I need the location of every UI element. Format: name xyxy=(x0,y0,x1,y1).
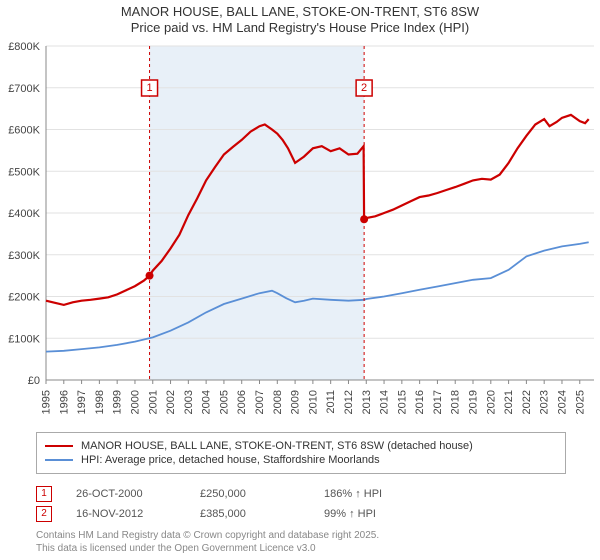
footer-line2: This data is licensed under the Open Gov… xyxy=(36,543,566,556)
annotation-hpi: 99% ↑ HPI xyxy=(324,508,424,520)
x-tick-label: 2023 xyxy=(539,390,551,414)
marker-number: 2 xyxy=(361,82,367,94)
x-tick-label: 2013 xyxy=(361,390,373,414)
y-tick-label: £300K xyxy=(8,250,40,262)
chart-area: £0 £100K £200K £300K £400K £500K £600K £700K £80… xyxy=(0,40,600,422)
x-tick-label: 2017 xyxy=(432,390,444,414)
x-tick-label: 1997 xyxy=(76,390,88,414)
annotation-row: 2 16-NOV-2012 £385,000 99% ↑ HPI xyxy=(36,504,566,524)
x-tick-label: 2022 xyxy=(521,390,533,414)
annotations-table: 1 26-OCT-2000 £250,000 186% ↑ HPI 2 16-NOV-20… xyxy=(36,484,566,524)
x-tick-label: 2008 xyxy=(272,390,284,414)
x-tick-label: 2021 xyxy=(503,390,515,414)
x-tick-label: 2011 xyxy=(325,390,337,414)
legend: MANOR HOUSE, BALL LANE, STOKE-ON-TRENT, … xyxy=(36,432,566,474)
x-tick-label: 2006 xyxy=(236,390,248,414)
legend-swatch xyxy=(45,459,73,461)
x-tick-label: 1998 xyxy=(94,390,106,414)
legend-label: MANOR HOUSE, BALL LANE, STOKE-ON-TRENT, … xyxy=(81,440,473,452)
annotation-number-box: 1 xyxy=(36,486,52,502)
annotation-price: £250,000 xyxy=(200,488,300,500)
y-tick-label: £0 xyxy=(28,375,40,387)
legend-item: HPI: Average price, detached house, Staf… xyxy=(45,453,557,467)
y-tick-label: £800K xyxy=(8,41,40,53)
x-tick-label: 1996 xyxy=(58,390,70,414)
y-tick-label: £700K xyxy=(8,83,40,95)
chart-title-block: MANOR HOUSE, BALL LANE, STOKE-ON-TRENT, … xyxy=(0,0,600,37)
y-tick-label: £600K xyxy=(8,125,40,137)
title-line2: Price paid vs. HM Land Registry's House … xyxy=(0,20,600,36)
legend-label: HPI: Average price, detached house, Staf… xyxy=(81,454,380,466)
y-tick-label: £100K xyxy=(8,333,40,345)
annotation-date: 26-OCT-2000 xyxy=(76,488,176,500)
x-tick-label: 2007 xyxy=(254,390,266,414)
x-tick-label: 2003 xyxy=(183,390,195,414)
x-tick-label: 2015 xyxy=(396,390,408,414)
x-tick-label: 1999 xyxy=(112,390,124,414)
footer-line1: Contains HM Land Registry data © Crown c… xyxy=(36,530,566,543)
x-tick-label: 2001 xyxy=(147,390,159,414)
x-tick-label: 2025 xyxy=(574,390,586,414)
annotation-date: 16-NOV-2012 xyxy=(76,508,176,520)
x-tick-label: 2004 xyxy=(201,390,213,414)
legend-swatch xyxy=(45,445,73,447)
x-tick-label: 2010 xyxy=(307,390,319,414)
x-tick-label: 2018 xyxy=(450,390,462,414)
footer-attribution: Contains HM Land Registry data © Crown c… xyxy=(36,530,566,555)
x-tick-label: 2024 xyxy=(556,390,568,414)
x-tick-label: 2000 xyxy=(129,390,141,414)
x-tick-label: 2016 xyxy=(414,390,426,414)
annotation-hpi: 186% ↑ HPI xyxy=(324,488,424,500)
y-tick-label: £400K xyxy=(8,208,40,220)
x-tick-label: 2014 xyxy=(379,390,391,414)
marker-dot xyxy=(360,215,368,223)
legend-item: MANOR HOUSE, BALL LANE, STOKE-ON-TRENT, … xyxy=(45,439,557,453)
title-line1: MANOR HOUSE, BALL LANE, STOKE-ON-TRENT, … xyxy=(0,4,600,20)
y-tick-label: £200K xyxy=(8,292,40,304)
marker-number: 1 xyxy=(146,82,152,94)
y-tick-label: £500K xyxy=(8,166,40,178)
annotation-number-box: 2 xyxy=(36,506,52,522)
x-tick-label: 2020 xyxy=(485,390,497,414)
x-tick-label: 1995 xyxy=(41,390,53,414)
marker-dot xyxy=(146,272,154,280)
x-tick-label: 2002 xyxy=(165,390,177,414)
chart-svg: £0 £100K £200K £300K £400K £500K £600K £700K £80… xyxy=(0,40,600,422)
x-tick-label: 2005 xyxy=(218,390,230,414)
x-tick-label: 2009 xyxy=(290,390,302,414)
x-tick-label: 2012 xyxy=(343,390,355,414)
x-tick-label: 2019 xyxy=(468,390,480,414)
annotation-price: £385,000 xyxy=(200,508,300,520)
annotation-row: 1 26-OCT-2000 £250,000 186% ↑ HPI xyxy=(36,484,566,504)
